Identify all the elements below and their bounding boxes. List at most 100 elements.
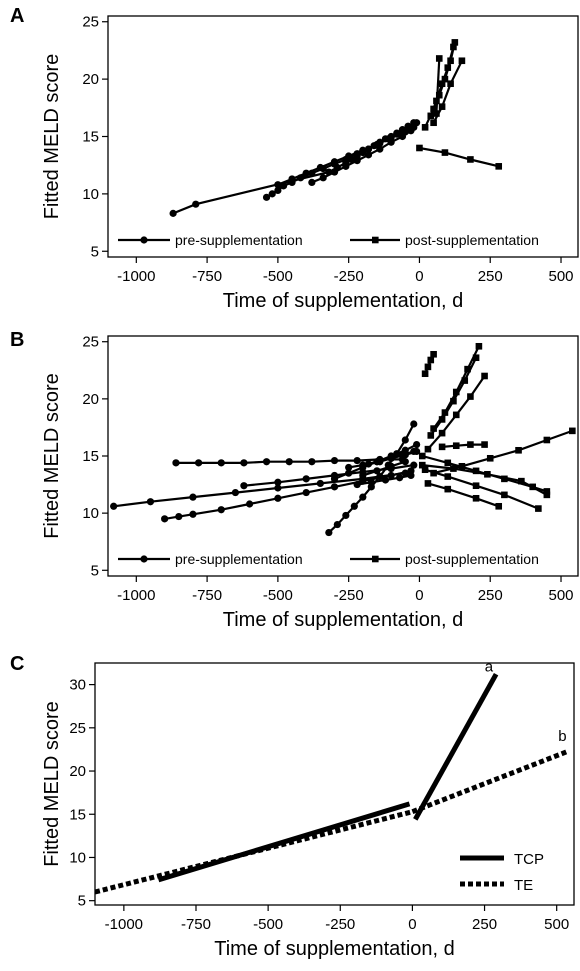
pre-point-b	[245, 500, 254, 508]
y-tick-label-a: 10	[82, 186, 99, 203]
pre-point-a	[288, 175, 296, 183]
post-point-b	[452, 442, 460, 450]
pre-point-a	[407, 127, 415, 135]
y-tick-label-b: 20	[82, 391, 99, 408]
pre-point-b	[302, 475, 310, 483]
pre-point-a	[274, 186, 282, 195]
post-point-b	[450, 465, 457, 472]
pre-point-a	[262, 193, 271, 201]
pre-point-a	[413, 119, 421, 127]
post-point-b	[472, 354, 480, 362]
pre-point-b	[407, 471, 415, 480]
pre-point-a	[398, 132, 407, 141]
pre-point-b	[359, 493, 367, 501]
pre-point-b	[387, 471, 395, 480]
post-point-a	[416, 144, 423, 152]
post-point-b	[515, 446, 522, 454]
pre-point-b	[401, 458, 409, 466]
legend-b: pre-supplementation post-supplementation	[118, 551, 539, 567]
pre-point-a	[308, 178, 316, 187]
pre-point-b	[274, 484, 282, 492]
y-tick-label-c: 25	[69, 720, 86, 737]
pre-point-b	[302, 488, 310, 497]
post-point-b	[501, 491, 508, 499]
post-point-b	[424, 445, 432, 453]
post-point-a	[427, 112, 435, 120]
y-tick-label-c: 30	[69, 677, 86, 694]
post-point-b	[427, 432, 435, 439]
pre-point-a	[359, 146, 367, 154]
y-tick-label-a: 15	[82, 129, 99, 146]
legend-label-tcp: TCP	[514, 851, 544, 868]
pre-point-b	[333, 520, 341, 529]
post-point-a	[438, 103, 446, 110]
y-tick-label-c: 5	[78, 893, 86, 910]
annotation-a: a	[485, 659, 494, 676]
post-point-b	[486, 454, 494, 462]
pre-point-a	[353, 157, 361, 165]
post-series-line-b	[427, 482, 500, 508]
y-tick-label-b: 15	[82, 448, 99, 465]
y-axis-label-c: Fitted MELD score	[41, 701, 63, 867]
pre-point-b	[330, 475, 339, 483]
pre-point-a	[316, 163, 324, 172]
y-tick-label-b: 10	[82, 505, 99, 522]
pre-point-b	[240, 482, 248, 490]
plot-frame-b	[107, 335, 579, 577]
x-tick-label-b: 250	[478, 587, 503, 604]
x-axis-label-c: Time of supplementation, d	[214, 938, 455, 960]
post-point-b	[518, 477, 525, 485]
post-point-b	[438, 416, 446, 423]
pre-point-a	[169, 209, 177, 217]
post-point-b	[452, 411, 460, 419]
legend-label-post-a: post-supplementation	[405, 232, 539, 248]
x-tick-label-a: -250	[334, 268, 364, 285]
pre-point-b	[401, 436, 409, 444]
pre-point-b	[381, 476, 390, 484]
pre-point-b	[410, 461, 418, 469]
post-point-b	[452, 388, 460, 396]
chart-panel-b: B -1000 -750 -500 -250 0 250 500 5 10 15 20 25 pre-…	[10, 329, 579, 631]
pre-point-b	[387, 462, 395, 470]
x-tick-label-b: -1000	[117, 587, 155, 604]
post-point-b	[543, 491, 551, 499]
annotation-b: b	[558, 728, 566, 745]
pre-point-b	[367, 478, 375, 486]
pre-point-b	[262, 458, 271, 466]
pre-point-a	[376, 145, 384, 153]
legend-a: pre-supplementation post-supplementation	[118, 232, 539, 248]
legend-marker-circle-a	[140, 236, 148, 244]
post-point-b	[430, 350, 437, 358]
post-point-b	[441, 409, 449, 416]
post-point-b	[535, 505, 542, 512]
x-tick-label-c: -500	[253, 916, 283, 933]
post-series-line-b	[424, 468, 539, 510]
legend-label-te: TE	[514, 877, 533, 894]
x-tick-label-a: 0	[415, 268, 423, 285]
y-tick-label-a: 20	[82, 71, 99, 88]
pre-point-b	[410, 420, 418, 428]
post-point-b	[472, 482, 480, 490]
legend-label-post-b: post-supplementation	[405, 551, 539, 567]
post-point-b	[424, 363, 432, 371]
pre-point-b	[217, 459, 225, 467]
pre-series-line-b	[362, 460, 406, 477]
x-tick-label-b: -250	[334, 587, 364, 604]
panel-label-c: C	[10, 653, 24, 675]
pre-point-a	[330, 158, 339, 166]
series-layer-a	[169, 39, 503, 217]
x-tick-label-c: -1000	[105, 916, 143, 933]
post-point-a	[458, 57, 466, 65]
post-point-b	[543, 436, 551, 444]
post-point-b	[424, 480, 432, 487]
pre-point-b	[359, 471, 367, 480]
pre-point-b	[376, 458, 384, 466]
post-point-b	[444, 473, 452, 480]
post-point-b	[467, 393, 474, 400]
x-tick-label-a: -750	[192, 268, 222, 285]
x-tick-label-b: -500	[263, 587, 293, 604]
x-axis-label-b: Time of supplementation, d	[223, 609, 464, 631]
post-point-b	[450, 397, 457, 405]
post-point-a	[467, 156, 474, 163]
